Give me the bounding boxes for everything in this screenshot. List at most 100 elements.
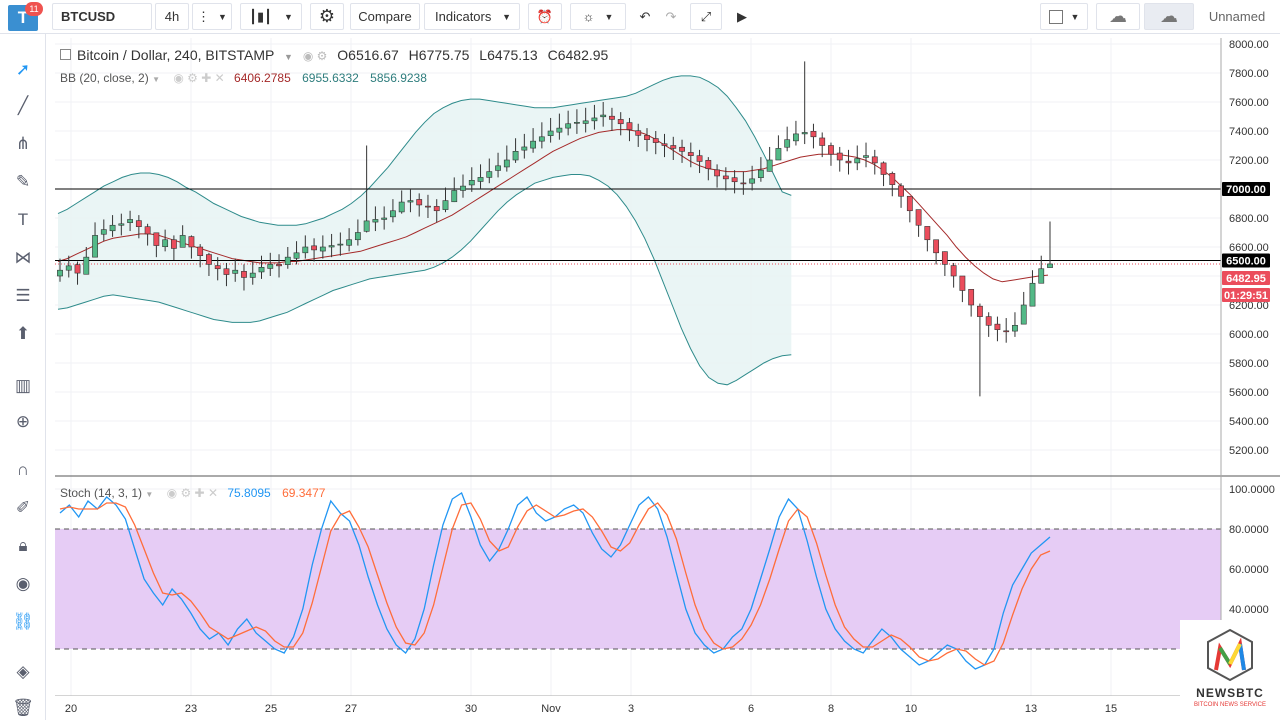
chevron-down-icon[interactable]: ▼: [152, 75, 160, 84]
collapse-icon[interactable]: [60, 49, 71, 60]
arrow-up-icon[interactable]: ⬆: [15, 324, 31, 343]
badge-7000: 7000.00: [1226, 184, 1266, 196]
indicator-actions-icon[interactable]: ◉ ⚙ ✚ ✕: [173, 71, 225, 85]
candle-body: [670, 145, 677, 149]
interval-dropdown-button[interactable]: ⋮ ▼: [192, 3, 232, 30]
badge-last-price: 6482.95: [1226, 273, 1266, 285]
alert-button[interactable]: ⏰: [528, 3, 562, 30]
badge-6500-bg: [1222, 253, 1270, 268]
link-icon[interactable]: ⛓: [12, 612, 34, 631]
cloud-save-button[interactable]: ☁: [1144, 3, 1194, 30]
chevron-down-icon[interactable]: ▼: [145, 490, 154, 499]
candle-body: [950, 265, 957, 277]
candle-body: [626, 122, 633, 130]
bb-basis-value: 6406.2785: [234, 71, 291, 85]
candle-body: [206, 254, 212, 265]
settings-button[interactable]: ⚙: [310, 3, 344, 30]
candle-body: [880, 162, 887, 175]
trend-line-icon[interactable]: ╱: [17, 96, 29, 115]
candle-body: [232, 269, 239, 274]
candle-body: [968, 289, 975, 306]
time-tick-label: 27: [345, 703, 357, 715]
candles-icon: ┃▮┃: [249, 8, 272, 24]
candle-body: [644, 135, 650, 141]
time-axis: [55, 696, 1280, 720]
redo-icon: ↷: [665, 8, 677, 24]
interval-button[interactable]: 4h: [155, 3, 189, 30]
notification-badge[interactable]: 11: [25, 2, 43, 16]
candle-body: [863, 155, 869, 158]
chart-style-button[interactable]: ┃▮┃ ▼: [240, 3, 302, 30]
candle-body: [223, 268, 230, 275]
interval-text: 4h: [164, 9, 180, 24]
candle-body: [924, 226, 931, 241]
cloud-load-button[interactable]: ☁: [1096, 3, 1140, 30]
pencil-lock-icon[interactable]: ✐: [15, 498, 31, 517]
candle-body: [65, 265, 72, 271]
main-legend: Bitcoin / Dollar, 240, BITSTAMP ▼ ◉ ⚙ O6…: [60, 47, 608, 63]
magnet-icon[interactable]: ∩: [16, 460, 30, 479]
indicators-button[interactable]: Indicators ▼: [424, 3, 520, 30]
stoch-pane: [55, 480, 1221, 696]
candle-body: [801, 132, 808, 135]
pattern-icon[interactable]: ⋈: [14, 248, 32, 267]
eye-icon[interactable]: ◉: [15, 574, 31, 593]
candle-body: [468, 180, 475, 186]
chevron-down-icon: ▼: [604, 11, 614, 22]
candle-body: [714, 169, 720, 177]
candle-body: [617, 119, 624, 125]
redo-button[interactable]: ↷: [658, 3, 684, 30]
zoom-icon[interactable]: ⊕: [15, 412, 31, 431]
candle-body: [460, 185, 466, 191]
layout-name-button[interactable]: Unnamed: [1196, 3, 1278, 30]
play-button[interactable]: ▶: [728, 3, 756, 30]
candle-body: [530, 140, 537, 149]
price-tick-label: 7200.00: [1229, 155, 1269, 167]
price-tick-label: 7600.00: [1229, 97, 1269, 109]
candle-body: [503, 159, 510, 168]
candle-body: [425, 205, 431, 208]
candle-body: [92, 235, 98, 258]
trash-icon[interactable]: 🗑︎: [12, 698, 34, 717]
notification-count: 11: [29, 4, 39, 14]
fib-retracement-icon[interactable]: ☰: [15, 286, 31, 305]
chevron-down-icon[interactable]: ▼: [284, 52, 293, 62]
candle-body: [354, 232, 361, 241]
close-label: C: [547, 47, 558, 63]
candle-body: [722, 175, 729, 180]
candle-body: [416, 199, 423, 206]
lock-icon[interactable]: 🔒︎: [18, 536, 28, 555]
candle-body: [1038, 268, 1045, 284]
undo-icon: ↶: [639, 8, 651, 24]
cloud-icon: ☁: [1109, 6, 1127, 26]
pitchfork-icon[interactable]: ⋔: [15, 134, 31, 153]
price-tick-label: 5200.00: [1229, 445, 1269, 457]
symbol-search-input[interactable]: BTCUSD: [52, 3, 152, 30]
candle-body: [836, 152, 843, 161]
indicator-actions-icon[interactable]: ◉ ⚙ ✚ ✕: [166, 486, 218, 500]
fullscreen-button[interactable]: ⤢: [690, 3, 722, 30]
brush-icon[interactable]: ✎: [15, 172, 31, 191]
measure-icon[interactable]: ▥: [14, 376, 32, 395]
cursor-icon[interactable]: ➚: [15, 60, 31, 79]
candle-body: [390, 210, 396, 218]
layout-button[interactable]: ▼: [1040, 3, 1088, 30]
candle-body: [994, 323, 1001, 330]
bb-fill: [58, 75, 792, 385]
candle-body: [915, 209, 922, 226]
visibility-icon[interactable]: ◉ ⚙: [302, 49, 328, 63]
layers-icon[interactable]: ◈: [16, 662, 30, 681]
candle-body: [521, 146, 528, 151]
compare-button[interactable]: Compare: [350, 3, 420, 30]
candle-body: [162, 239, 169, 248]
text-icon[interactable]: T: [17, 210, 29, 229]
high-value: 6775.75: [418, 47, 470, 63]
candle-body: [1012, 324, 1018, 332]
replay-button[interactable]: ☼ ▼: [570, 3, 626, 30]
undo-button[interactable]: ↶: [632, 3, 658, 30]
top-toolbar: T 11 BTCUSD 4h ⋮ ▼ ┃▮┃ ▼ ⚙ Compare Indic…: [0, 0, 1280, 34]
chevron-down-icon: ▼: [283, 11, 293, 22]
candle-body: [565, 123, 572, 129]
chevron-down-icon: ▼: [502, 11, 511, 22]
